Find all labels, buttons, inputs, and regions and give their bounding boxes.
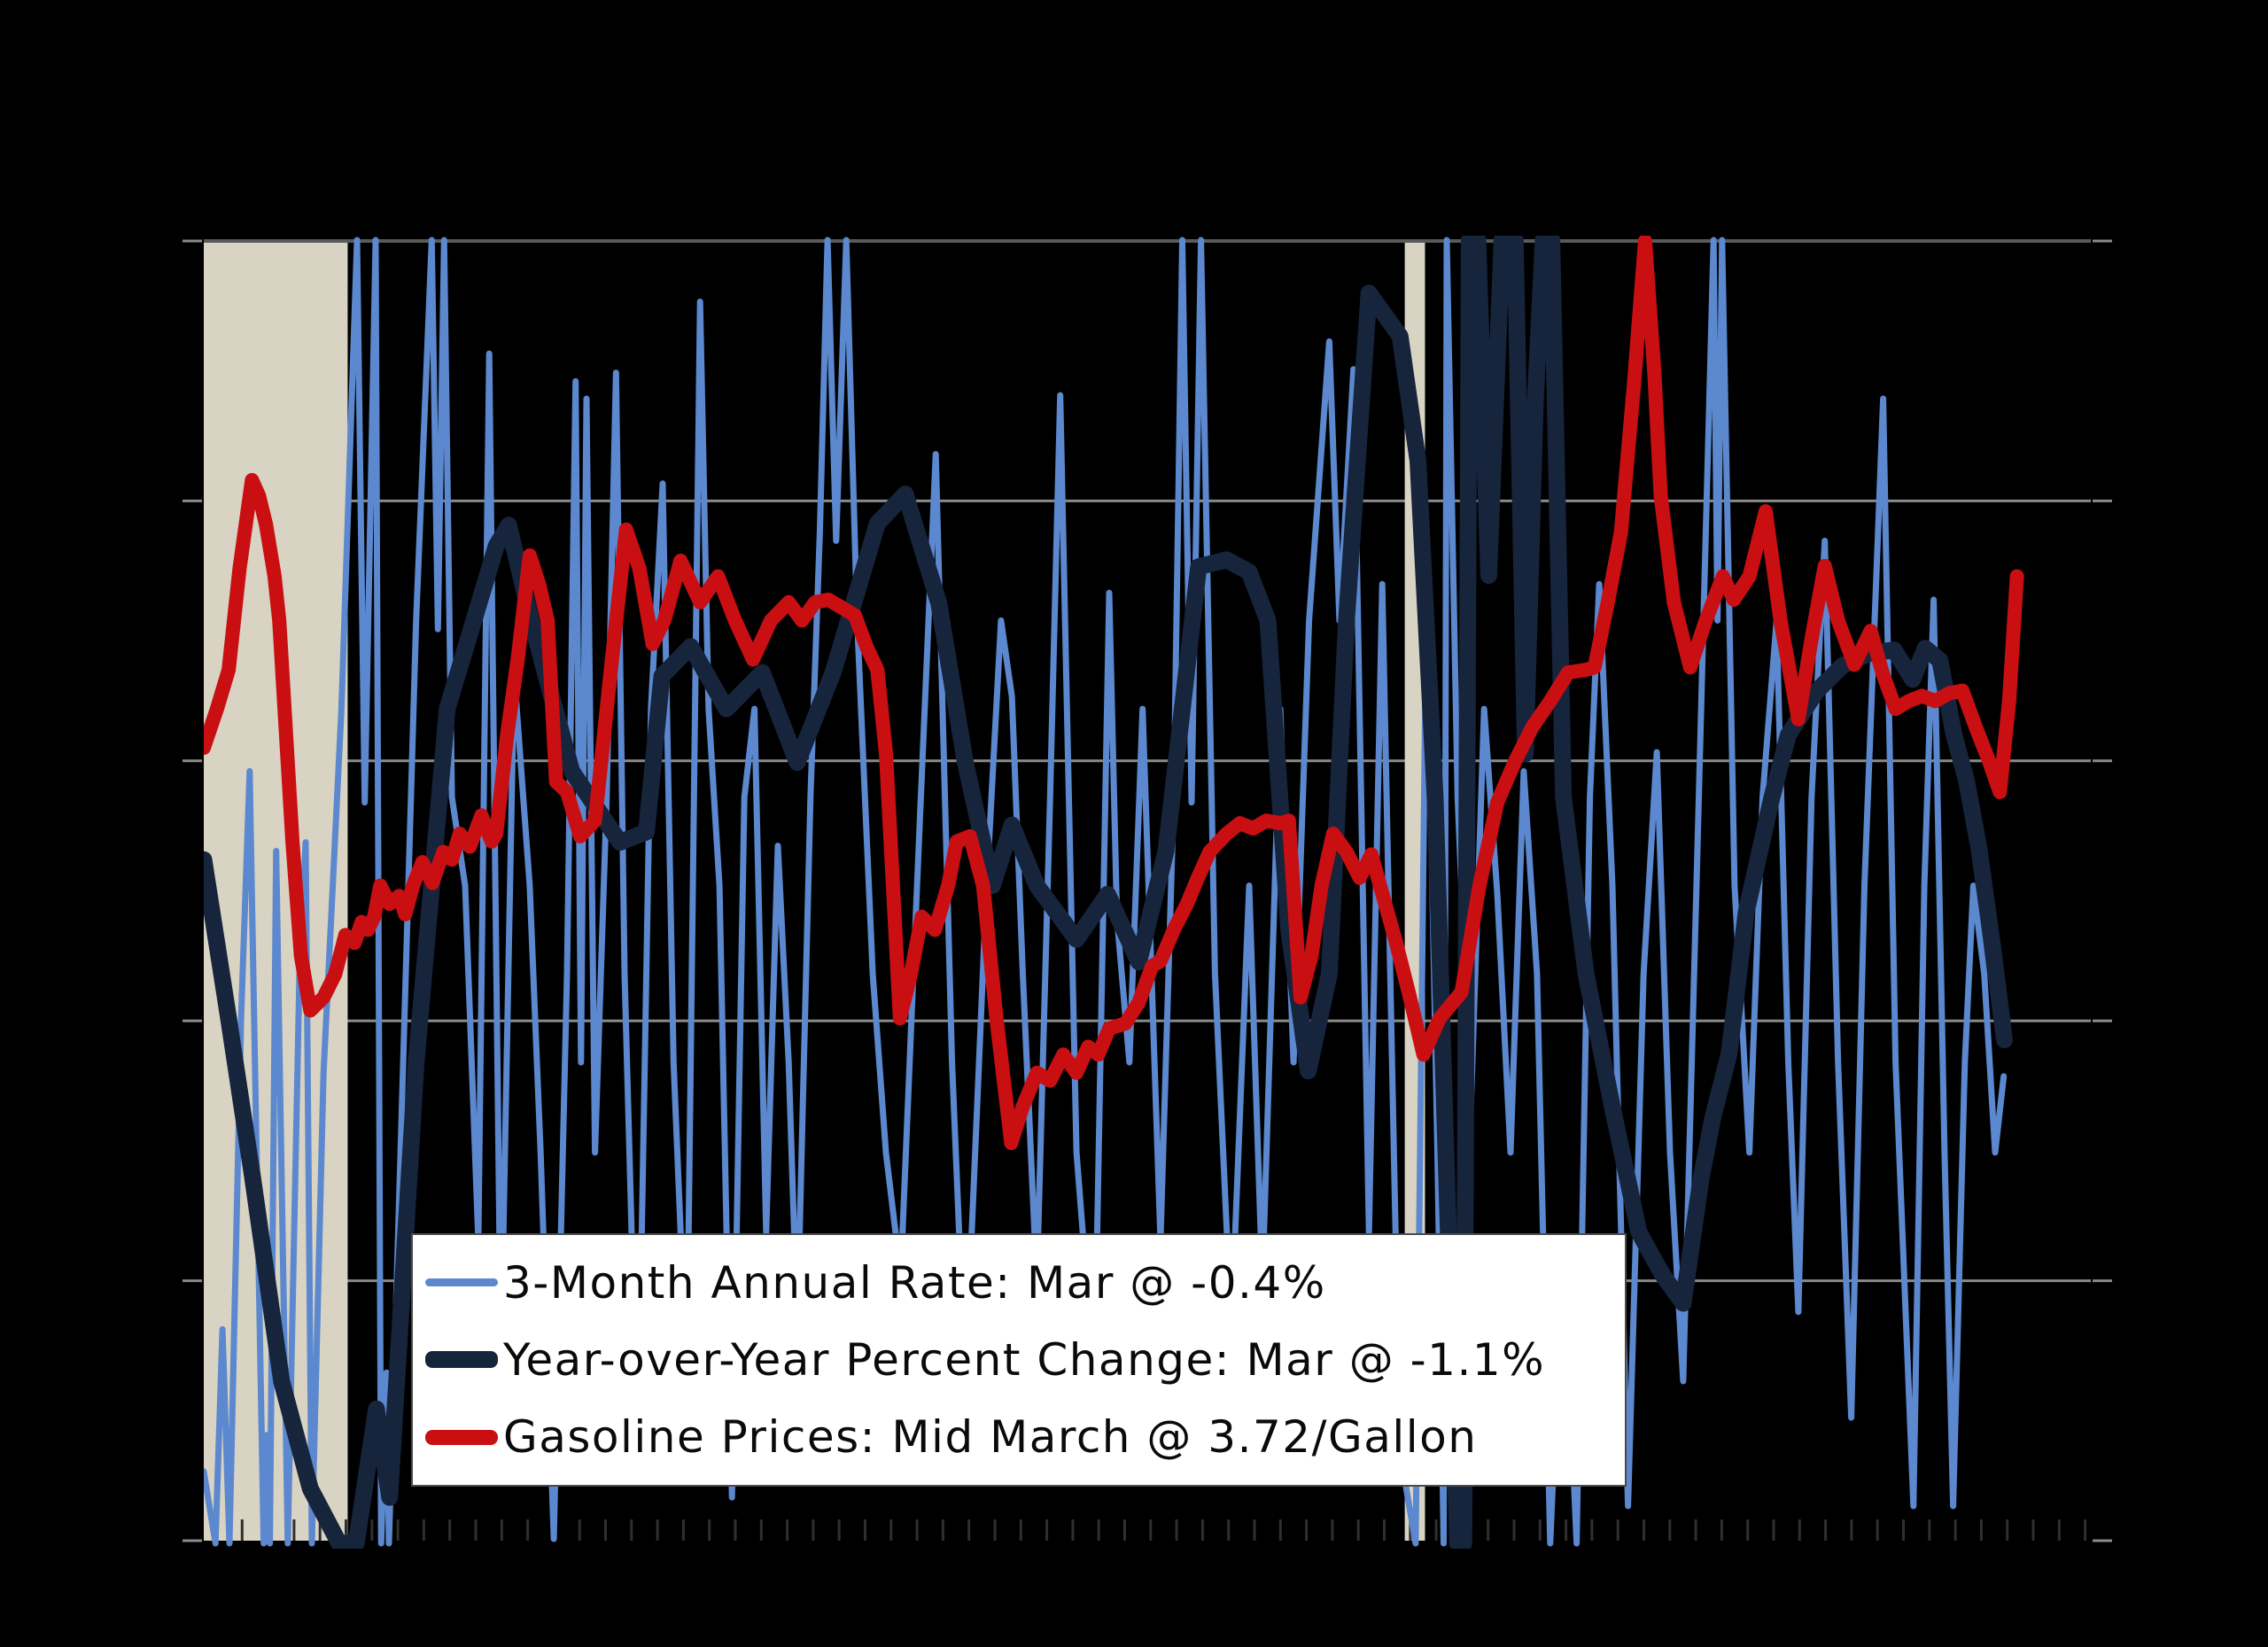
legend-row-yoy: Year-over-Year Percent Change: Mar @ -1.… (425, 1321, 1625, 1398)
chart-legend: 3-Month Annual Rate: Mar @ -0.4% Year-ov… (411, 1233, 1627, 1487)
series-line-3-month-annual-rate (204, 237, 2008, 1547)
navy-line-sample-icon (425, 1351, 498, 1369)
legend-label-yoy: Year-over-Year Percent Change: Mar @ -1.… (503, 1333, 1546, 1386)
blue-line-sample-icon (425, 1278, 498, 1287)
series-line-gasoline-prices (204, 236, 2024, 1151)
legend-row-3-month: 3-Month Annual Rate: Mar @ -0.4% (425, 1244, 1625, 1321)
legend-label-3-month: 3-Month Annual Rate: Mar @ -0.4% (503, 1256, 1326, 1309)
legend-row-gasoline: Gasoline Prices: Mid March @ 3.72/Gallon (425, 1399, 1625, 1476)
legend-label-gasoline: Gasoline Prices: Mid March @ 3.72/Gallon (503, 1411, 1478, 1464)
red-line-sample-icon (425, 1429, 498, 1445)
